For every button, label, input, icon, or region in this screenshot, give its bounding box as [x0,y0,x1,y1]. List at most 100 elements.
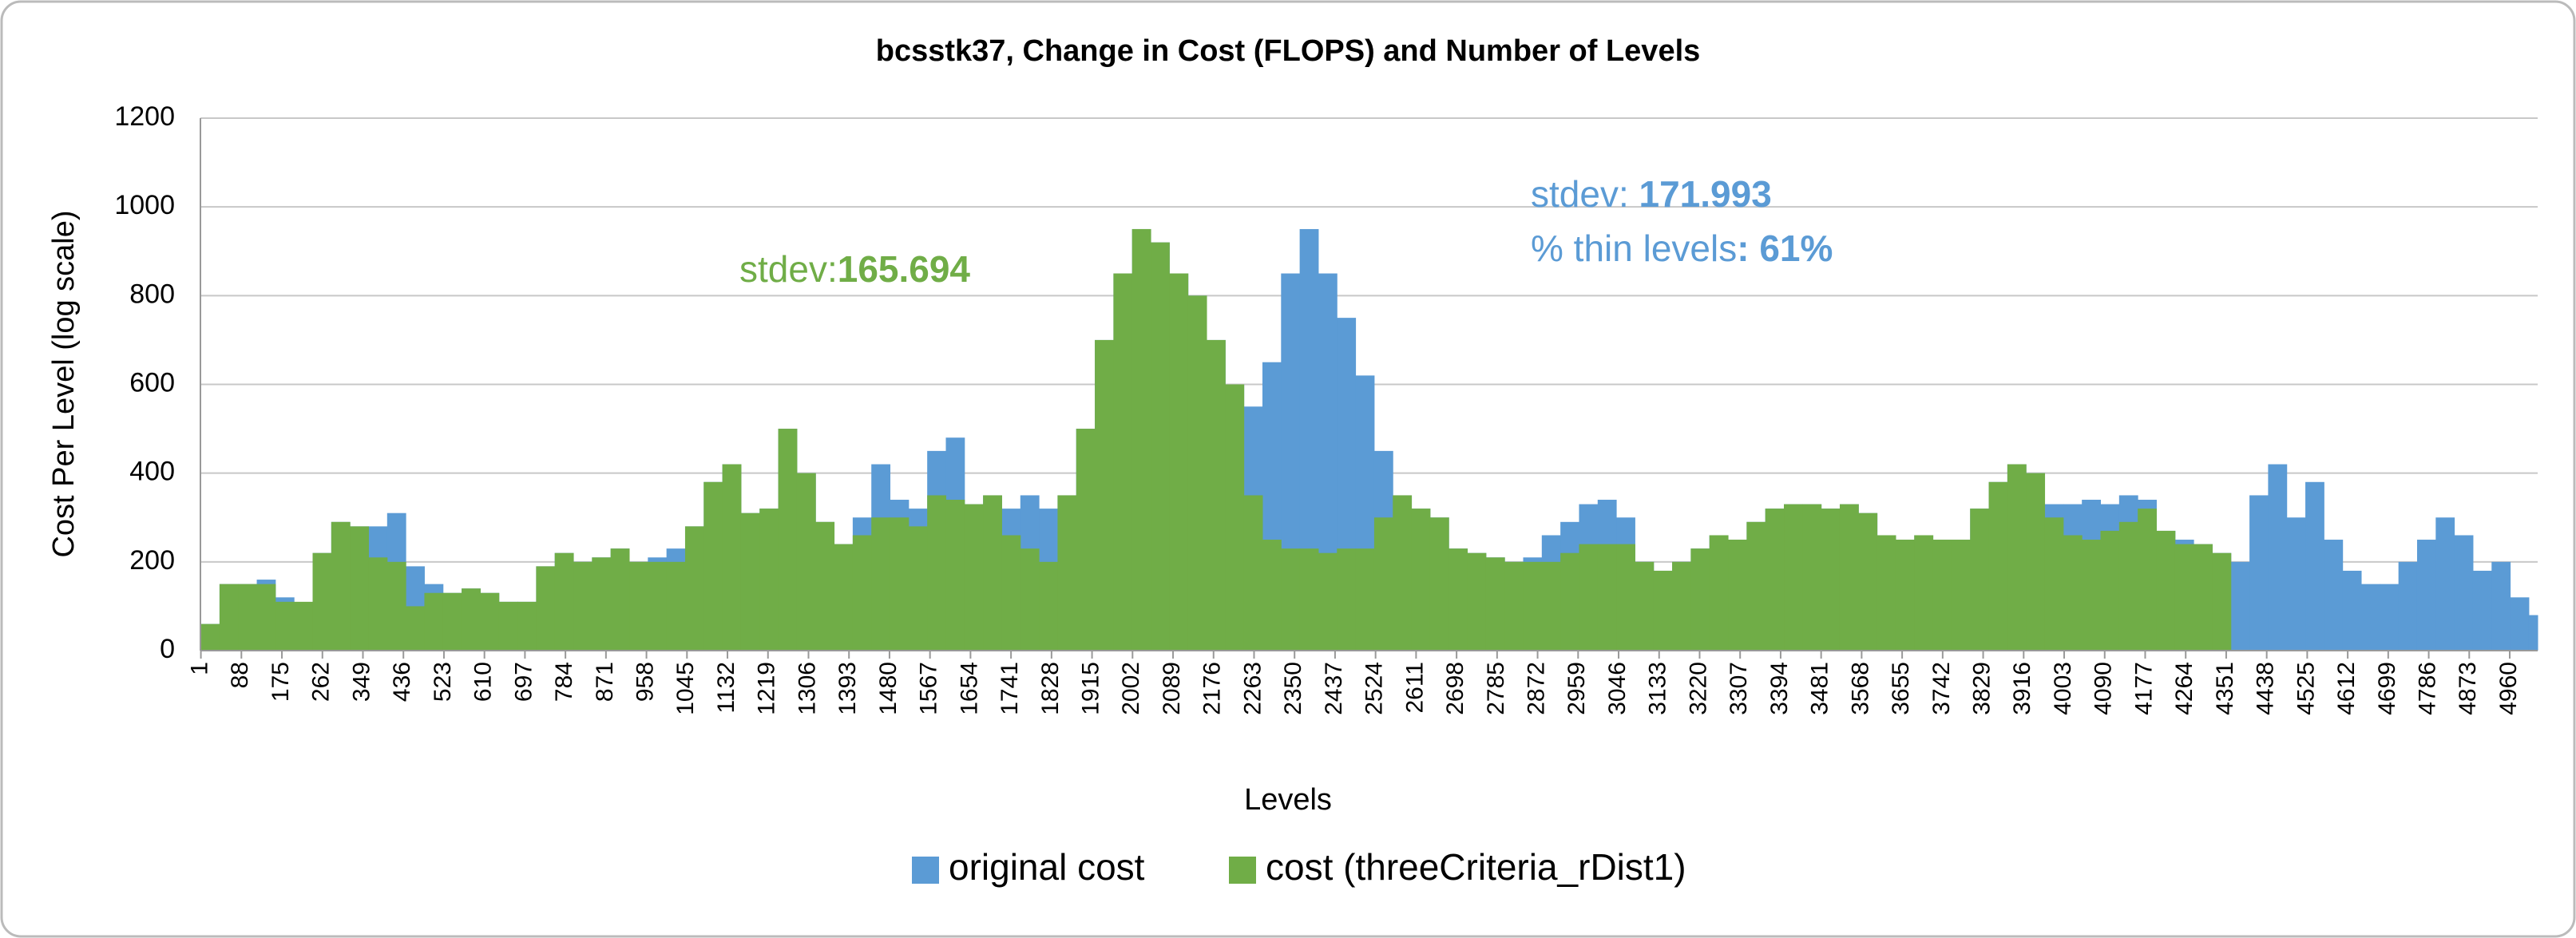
bar [424,592,444,651]
bar [1616,544,1635,651]
annotation-value: 171.993 [1639,173,1772,215]
bar [1095,339,1114,651]
annotation-text: stdev: [739,248,838,290]
bar [462,588,481,651]
x-tick-label: 2176 [1199,662,1226,715]
x-tick-label: 4873 [2455,662,2481,715]
bar [1318,552,1338,651]
bar [852,535,872,651]
bar [871,517,891,651]
bar [2324,540,2344,651]
x-tick-label: 175 [268,662,294,702]
bar [890,517,910,651]
bar [1914,535,1934,651]
bar [1597,544,1617,651]
x-tick-label: 1306 [794,662,820,715]
bar [256,584,276,651]
bar [1299,228,1319,651]
bar [834,544,854,651]
legend-swatch [912,857,939,884]
y-tick-label: 800 [129,279,175,309]
bar [815,521,835,651]
bar [1020,548,1040,651]
x-tick-label: 958 [632,662,659,702]
bar [1858,513,1878,651]
legend-label: original cost [949,846,1145,888]
x-tick-label: 3655 [1888,662,1914,715]
bar [1337,548,1357,651]
bar [1057,495,1077,651]
bar [1411,509,1431,651]
x-tick-label: 4699 [2374,662,2400,715]
bar [759,509,779,651]
bar [2026,473,2046,651]
bar [536,566,556,651]
y-tick-label: 0 [160,634,175,664]
bar [2212,552,2232,651]
x-tick-label: 1 [187,662,213,675]
bar [1243,495,1263,651]
x-tick-label: 1828 [1037,662,1064,715]
bar [312,552,332,651]
x-tick-label: 4177 [2130,662,2157,715]
bar [1299,548,1319,651]
bar [778,429,798,651]
y-tick-label: 400 [129,457,175,487]
bar [1690,548,1710,651]
bar [2435,517,2455,651]
bar [2194,544,2213,651]
x-tick-label: 4960 [2495,662,2522,715]
x-tick-label: 262 [308,662,335,702]
bar [406,606,425,651]
x-tick-label: 2002 [1118,662,1144,715]
x-tick-label: 1132 [713,662,739,714]
x-tick-label: 2785 [1483,662,1509,715]
annotation-value: 165.694 [838,248,971,290]
x-tick-label: 697 [510,662,537,702]
bar [1225,384,1245,651]
bar [1579,544,1599,651]
x-tick-label: 2263 [1239,662,1266,715]
bar [1877,535,1896,651]
bar [2286,517,2306,651]
x-tick-label: 2350 [1280,662,1306,715]
bar [1784,504,1803,651]
bar [1262,540,1282,651]
legend-label: cost (threeCriteria_rDist1) [1266,846,1686,888]
bar [2156,530,2176,651]
x-tick-label: 3133 [1645,662,1671,715]
annotation: stdev: 171.993 [1531,173,1772,215]
bar [796,473,816,651]
x-tick-label: 523 [430,662,456,702]
annotation-text: % thin levels [1531,228,1737,269]
bar [1541,561,1561,651]
bar [2454,535,2474,651]
bar [2100,530,2120,651]
bar [573,561,592,651]
annotation-text: stdev: [1531,173,1639,215]
bar [2472,570,2492,651]
x-tick-label: 610 [470,662,497,702]
bar [238,584,258,651]
bar [1988,481,2008,651]
x-tick-label: 349 [348,662,375,702]
bar [1373,517,1393,651]
bar [1076,429,1096,651]
bar [1523,561,1543,651]
x-tick-label: 4612 [2333,662,2360,715]
bar [2268,464,2288,651]
bar [629,561,648,651]
bar [2082,540,2101,651]
chart-title: bcsstk37, Change in Cost (FLOPS) and Num… [876,34,1701,68]
bar [983,495,1002,651]
bar [219,584,239,651]
annotation: stdev:165.694 [739,248,970,290]
x-tick-label: 4786 [2414,662,2440,715]
y-tick-label: 1200 [114,101,175,132]
bar [1355,548,1375,651]
x-tick-label: 3481 [1807,662,1833,715]
x-tick-label: 1480 [875,662,902,715]
bar [945,500,965,651]
bar [517,601,537,651]
